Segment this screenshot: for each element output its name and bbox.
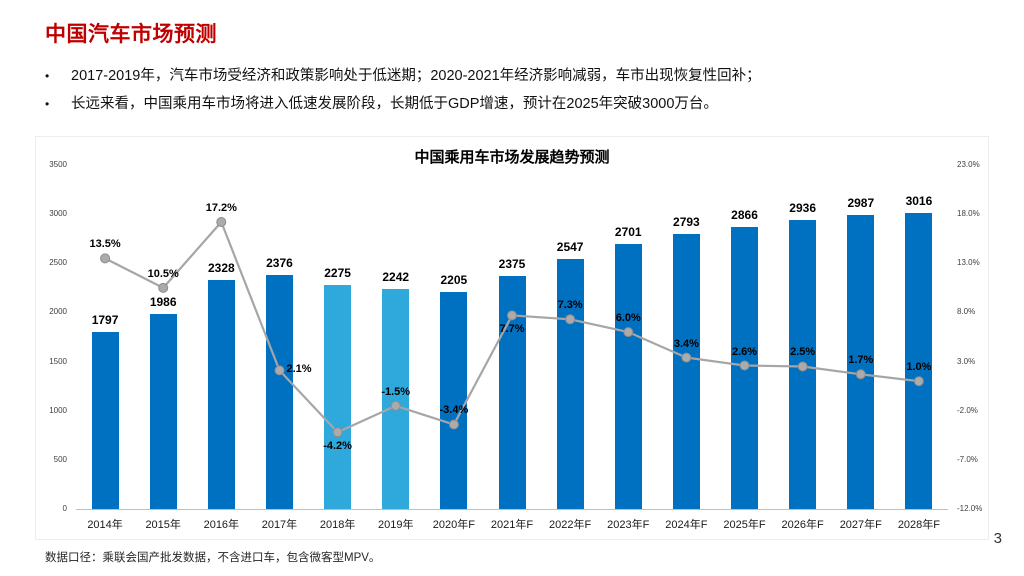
bar-2014年 (91, 332, 119, 509)
bar-value-label: 2701 (614, 224, 642, 239)
growth-rate-label: 17.2% (205, 202, 237, 214)
y-axis-tick-right: 23.0% (957, 160, 980, 169)
y-axis-tick-left: 3500 (49, 160, 67, 169)
bar-value-label: 2328 (207, 261, 235, 276)
y-axis-tick-left: 1000 (49, 405, 67, 415)
x-axis-label: 2021年F (490, 519, 534, 531)
page-number: 3 (993, 530, 1002, 547)
bar-2017年 (265, 275, 293, 509)
bullet-item: • 长远来看，中国乘用车市场将进入低速发展阶段，长期低于GDP增速，预计在202… (45, 90, 985, 118)
bullet-list: • 2017-2019年，汽车市场受经济和政策影响处于低迷期；2020-2021… (45, 62, 985, 118)
growth-rate-label: 2.6% (731, 345, 758, 358)
x-axis-label: 2028年F (897, 519, 941, 531)
x-axis-label: 2014年 (87, 519, 123, 531)
y-axis-tick-right: 8.0% (957, 307, 976, 317)
bar-value-label: 2793 (673, 215, 700, 230)
y-axis-tick-right: 13.0% (957, 258, 980, 268)
x-axis-label: 2017年 (261, 519, 298, 531)
growth-rate-label: 1.0% (906, 361, 932, 374)
bar-2015年 (149, 313, 177, 509)
bar-value-label: 2376 (266, 256, 293, 271)
growth-rate-label: 2.1% (286, 363, 312, 376)
growth-rate-label: 7.7% (499, 323, 525, 336)
bar-2019年 (382, 288, 410, 509)
growth-rate-label: 3.4% (673, 337, 699, 350)
bar-2022年F (556, 258, 584, 509)
growth-rate-label: -3.4% (439, 404, 469, 417)
growth-rate-label: 6.0% (615, 312, 641, 325)
bar-value-label: 2987 (847, 196, 875, 211)
y-axis-tick-right: 18.0% (957, 209, 980, 219)
y-axis-tick-left: 500 (53, 454, 67, 464)
y-axis-tick-left: 2000 (49, 307, 67, 317)
line-marker-icon (216, 217, 227, 227)
bar-value-label: 2375 (498, 256, 526, 271)
x-axis-label: 2023年F (607, 519, 650, 531)
bar-value-label: 1797 (91, 313, 119, 328)
bar-value-label: 2205 (440, 273, 468, 288)
x-axis-label: 2025年F (723, 519, 766, 531)
y-axis-tick-left: 1500 (49, 356, 67, 366)
y-axis-tick-right: -12.0% (957, 504, 983, 513)
x-axis-label: 2016年 (203, 519, 240, 531)
growth-rate-label: 2.5% (790, 346, 816, 359)
y-axis-tick-right: -2.0% (957, 405, 978, 415)
line-marker-icon (158, 282, 169, 293)
bullet-item: • 2017-2019年，汽车市场受经济和政策影响处于低迷期；2020-2021… (45, 62, 985, 90)
y-axis-tick-right: 3.0% (957, 356, 976, 366)
footnote: 数据口径：乘联会国产批发数据，不含进口车，包含微客型MPV。 (45, 552, 381, 564)
chart: 中国乘用车市场发展趋势预测 3500 3000 2500 2000 1500 1000 50… (35, 136, 989, 540)
x-axis-label: 2018年 (319, 519, 356, 531)
bullet-icon: • (45, 97, 50, 111)
growth-rate-label: 10.5% (147, 267, 179, 280)
x-axis-label: 2015年 (145, 519, 181, 531)
bar-2024年F (672, 234, 700, 509)
bar-2025年F (731, 227, 759, 509)
y-axis-tick-left: 2500 (49, 258, 67, 268)
growth-rate-label: -4.2% (323, 440, 352, 453)
growth-rate-label: -1.5% (381, 385, 411, 398)
bar-2021年F (498, 275, 526, 509)
line-marker-icon (100, 253, 111, 264)
growth-rate-label: 1.7% (848, 354, 874, 367)
bullet-text: 2017-2019年，汽车市场受经济和政策影响处于低迷期；2020-2021年经… (71, 68, 761, 84)
growth-rate-label: 7.3% (557, 299, 583, 312)
y-axis-tick-left: 3000 (49, 209, 67, 219)
page-title: 中国汽车市场预测 (45, 23, 217, 46)
chart-title: 中国乘用车市场发展趋势预测 (414, 149, 610, 166)
bar-value-label: 2936 (789, 201, 816, 216)
x-axis-label: 2027年F (839, 519, 882, 531)
y-axis-tick-left: 0 (62, 504, 67, 513)
x-axis-line (76, 509, 948, 510)
bar-2026年F (789, 220, 817, 509)
x-axis-label: 2022年F (549, 519, 592, 531)
x-axis-label: 2026年F (781, 519, 824, 531)
bar-value-label: 2275 (324, 266, 351, 281)
x-axis-label: 2024年F (665, 519, 708, 531)
bar-2023年F (614, 243, 642, 509)
bar-value-label: 2242 (382, 269, 410, 284)
bar-value-label: 2547 (556, 239, 584, 254)
bullet-icon: • (45, 69, 50, 83)
y-axis-tick-right: -7.0% (957, 454, 978, 464)
bar-value-label: 1986 (149, 294, 177, 309)
chart-plot-area: 3500 3000 2500 2000 1500 1000 500 0 23.0% 18.0% 13… (36, 137, 990, 541)
bar-value-label: 3016 (905, 193, 933, 208)
bar-2018年 (324, 285, 352, 509)
growth-rate-label: 13.5% (89, 238, 121, 251)
bar-2016年 (207, 280, 235, 509)
x-axis-label: 2020年F (432, 519, 475, 531)
bar-2020年F (440, 292, 468, 509)
bullet-text: 长远来看，中国乘用车市场将进入低速发展阶段，长期低于GDP增速，预计在2025年… (71, 96, 718, 112)
x-axis-label: 2019年 (377, 519, 414, 531)
bar-value-label: 2866 (731, 208, 758, 223)
